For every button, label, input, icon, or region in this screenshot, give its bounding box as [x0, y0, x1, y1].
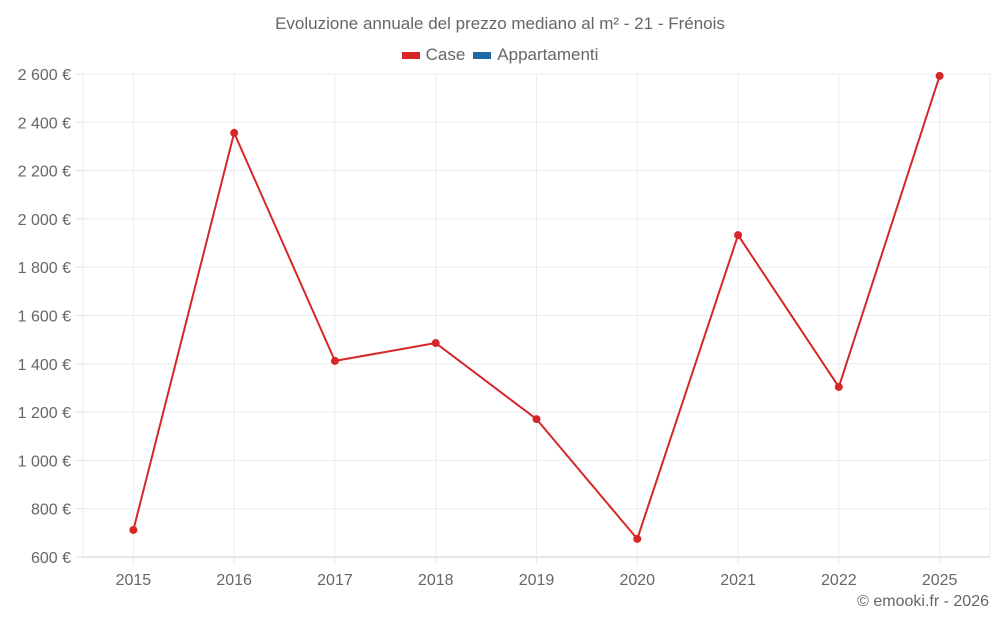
y-tick-label: 1 400 € — [18, 357, 71, 374]
legend-item-appartamenti[interactable]: Appartamenti — [473, 45, 598, 65]
y-tick-label: 1 600 € — [18, 309, 71, 326]
chart-legend: Case Appartamenti — [0, 45, 1000, 65]
y-tick-label: 1 200 € — [18, 405, 71, 422]
x-tick-label: 2016 — [216, 572, 252, 589]
data-point[interactable] — [532, 415, 541, 424]
grid-lines — [82, 73, 991, 565]
chart-title: Evoluzione annuale del prezzo mediano al… — [275, 14, 725, 33]
y-axis: 600 € 800 € 1 000 € 1 200 € 1 400 € 1 600 € 1 … — [18, 67, 83, 567]
legend-swatch-case — [401, 51, 420, 59]
y-tick-label: 600 € — [31, 550, 71, 567]
y-tick-label: 2 400 € — [18, 115, 71, 132]
legend-item-case[interactable]: Case — [401, 45, 466, 65]
series-case — [129, 71, 944, 543]
data-point[interactable] — [330, 356, 339, 365]
data-point[interactable] — [230, 128, 239, 137]
y-tick-label: 2 000 € — [18, 212, 71, 229]
y-tick-label: 1 800 € — [18, 260, 71, 277]
data-point[interactable] — [734, 231, 743, 240]
legend-swatch-appartamenti — [473, 51, 492, 59]
data-point[interactable] — [834, 382, 843, 391]
y-tick-label: 800 € — [31, 502, 71, 519]
y-tick-label: 2 600 € — [18, 67, 71, 84]
x-tick-label: 2020 — [619, 572, 655, 589]
legend-label-appartamenti: Appartamenti — [497, 45, 599, 64]
y-tick-label: 2 200 € — [18, 164, 71, 181]
x-tick-label: 2022 — [821, 572, 857, 589]
x-tick-label: 2025 — [922, 572, 958, 589]
legend-label-case: Case — [425, 45, 466, 64]
data-point[interactable] — [129, 525, 138, 534]
x-tick-label: 2018 — [418, 572, 454, 589]
data-point[interactable] — [935, 71, 944, 80]
data-point[interactable] — [633, 534, 642, 543]
y-tick-label: 1 000 € — [18, 453, 71, 470]
data-point[interactable] — [431, 339, 440, 348]
x-tick-label: 2019 — [519, 572, 555, 589]
copyright-credit: © emooki.fr - 2026 — [857, 593, 989, 610]
x-tick-label: 2015 — [116, 572, 152, 589]
x-tick-label: 2021 — [720, 572, 756, 589]
x-tick-label: 2017 — [317, 572, 353, 589]
x-axis: 2015 2016 2017 2018 2019 2020 2021 2022 2025 — [116, 572, 958, 589]
